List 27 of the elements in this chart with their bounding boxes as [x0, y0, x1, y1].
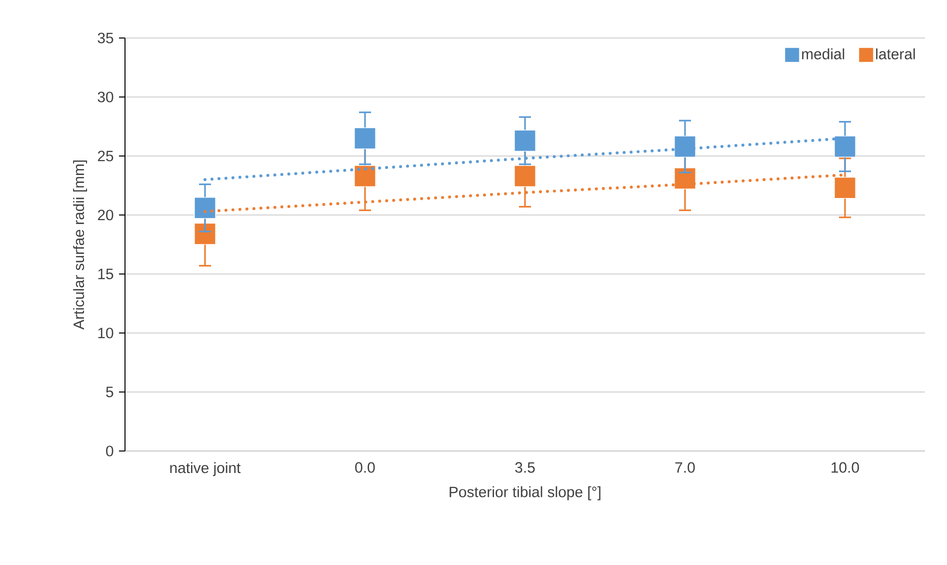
y-tick-label: 35 — [98, 32, 114, 44]
y-tick-label: 25 — [98, 150, 114, 162]
point — [354, 127, 376, 150]
point — [514, 165, 536, 187]
legend-label: medial — [802, 48, 844, 60]
point — [834, 136, 856, 158]
point — [194, 223, 216, 245]
point — [834, 177, 856, 199]
y-tick-label: 15 — [98, 268, 114, 280]
point — [354, 165, 376, 187]
x-tick-label: 10.0 — [832, 462, 859, 473]
x-tick-label: 7.0 — [675, 462, 695, 473]
point — [514, 130, 536, 152]
point — [194, 197, 216, 219]
y-axis-title: Articular surfae radii [mm] — [73, 160, 88, 330]
y-tick-label: 10 — [98, 328, 114, 338]
x-tick-label: 3.5 — [515, 462, 535, 473]
point — [674, 136, 696, 158]
y-tick-label: 5 — [106, 386, 114, 398]
x-tick-label: native joint — [170, 462, 241, 476]
y-tick-label: 20 — [98, 210, 114, 220]
legend-label: lateral — [876, 48, 915, 60]
x-tick-label: 0.0 — [355, 462, 375, 473]
y-tick-label: 30 — [98, 92, 114, 102]
x-axis-title: Posterior tibial slope [°] — [450, 486, 600, 500]
y-tick-label: 0 — [106, 446, 114, 456]
point — [674, 168, 696, 190]
